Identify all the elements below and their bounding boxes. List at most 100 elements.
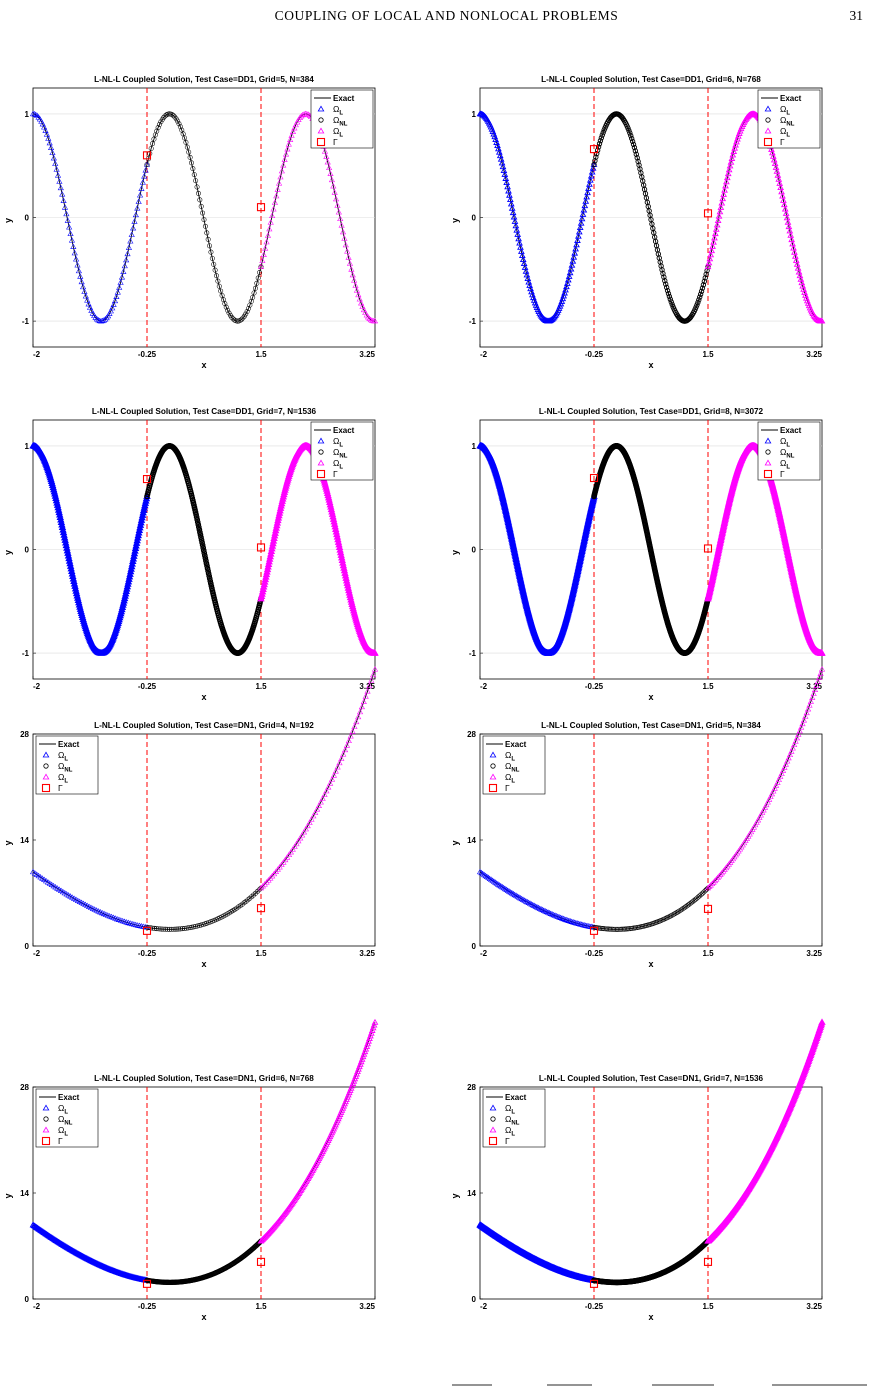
omega-nl-point <box>701 278 707 285</box>
omega-nl-point <box>178 926 184 932</box>
omega-l-point <box>371 317 379 324</box>
x-tick-label: 3.25 <box>806 949 822 958</box>
y-axis-label: y <box>3 840 13 845</box>
omega-l-point <box>816 674 823 680</box>
omega-l-point <box>113 293 120 299</box>
omega-l-point <box>79 283 87 290</box>
omega-nl-point <box>168 926 174 932</box>
x-tick-label: -0.25 <box>585 350 604 359</box>
omega-l-point <box>330 772 337 778</box>
omega-l-point <box>732 141 739 148</box>
omega-l-point <box>818 649 826 656</box>
omega-l-point <box>711 877 719 884</box>
omega-l-point <box>353 287 361 293</box>
omega-nl-point <box>176 121 182 127</box>
omega-l-point <box>501 171 509 177</box>
omega-l-point <box>800 717 808 723</box>
omega-l-point <box>524 898 531 905</box>
omega-l-point <box>549 911 556 917</box>
omega-nl-point <box>170 926 176 932</box>
omega-l-point <box>517 894 524 901</box>
omega-l-point <box>788 236 796 243</box>
omega-nl-point <box>205 570 212 577</box>
omega-l-point <box>295 837 302 844</box>
triangle-marker-icon <box>489 751 497 758</box>
legend-label: ΩL <box>505 1103 515 1116</box>
interface-point <box>256 543 266 552</box>
omega-nl-point <box>152 925 157 931</box>
omega-nl-point <box>174 926 180 932</box>
omega-l-point <box>780 196 787 203</box>
x-axis-label: x <box>201 360 206 370</box>
omega-l-point <box>260 251 267 257</box>
omega-l-point <box>315 802 323 808</box>
interface-point <box>703 904 713 913</box>
omega-l-point <box>568 261 576 268</box>
omega-l-point <box>270 205 277 212</box>
omega-l-point <box>582 922 589 928</box>
omega-l-point <box>353 718 360 725</box>
square-marker-icon <box>763 469 773 479</box>
y-tick-label: -1 <box>469 317 477 326</box>
omega-l-point <box>289 128 297 134</box>
omega-l-point <box>267 219 274 225</box>
omega-nl-point <box>698 288 705 294</box>
omega-l-point <box>285 851 293 857</box>
omega-l-point <box>77 273 84 279</box>
footer-text-fragment <box>452 1376 872 1394</box>
omega-l-point <box>709 243 716 249</box>
omega-l-point <box>716 208 724 215</box>
omega-l-point <box>46 139 53 146</box>
omega-l-point <box>500 167 508 173</box>
omega-nl-point <box>700 282 707 288</box>
square-marker-icon <box>316 137 326 147</box>
omega-l-point <box>566 269 574 276</box>
interface-point <box>256 904 266 913</box>
omega-nl-point <box>163 926 169 932</box>
omega-l-point <box>767 793 774 800</box>
omega-l-point <box>86 304 94 310</box>
omega-l-point <box>508 890 516 896</box>
omega-l-point <box>726 162 734 169</box>
omega-nl-point <box>667 913 673 919</box>
x-tick-label: -0.25 <box>138 350 157 359</box>
omega-l-point <box>588 168 596 175</box>
omega-nl-point <box>175 118 181 124</box>
omega-nl-point <box>186 149 192 155</box>
omega-l-point <box>777 773 784 779</box>
omega-l-point <box>371 666 379 672</box>
omega-l-point <box>317 799 324 805</box>
omega-l-point <box>127 238 134 244</box>
omega-l-point <box>81 288 88 294</box>
omega-l-point <box>488 876 495 882</box>
omega-l-point <box>319 795 326 801</box>
omega-nl-point <box>628 133 634 139</box>
omega-nl-point <box>194 923 200 929</box>
y-tick-label: 1 <box>472 442 477 451</box>
omega-l-right-series <box>704 666 826 891</box>
omega-l-point <box>782 761 789 767</box>
omega-l-point <box>138 185 145 191</box>
omega-nl-point <box>214 273 219 279</box>
chart-6: -2 -0.25 1.5 3.25 0 14 28 x y L-NL-L Coupled Solu… <box>450 666 826 969</box>
chart-title: L-NL-L Coupled Solution, Test Case=DN1, … <box>541 721 761 730</box>
omega-l-point <box>111 297 119 304</box>
omega-l-point <box>772 163 780 170</box>
x-tick-label: 1.5 <box>702 949 714 958</box>
omega-nl-point <box>154 128 160 134</box>
square-marker-icon <box>763 137 773 147</box>
omega-nl-point <box>699 890 705 896</box>
omega-l-point <box>513 892 520 898</box>
omega-nl-point <box>234 318 240 324</box>
omega-l-point <box>367 316 374 323</box>
omega-l-point <box>297 834 304 841</box>
chart-1: -2 -0.25 1.5 3.25 -1 0 1 x y L-NL-L Coupled Solut… <box>3 75 379 370</box>
omega-nl-point <box>176 926 182 932</box>
omega-l-point <box>305 111 312 117</box>
x-tick-label: 1.5 <box>702 1302 714 1311</box>
omega-l-point <box>715 212 723 219</box>
omega-nl-point <box>239 316 245 322</box>
omega-l-point <box>49 149 56 156</box>
omega-l-point <box>356 708 364 715</box>
omega-l-point <box>349 271 356 278</box>
